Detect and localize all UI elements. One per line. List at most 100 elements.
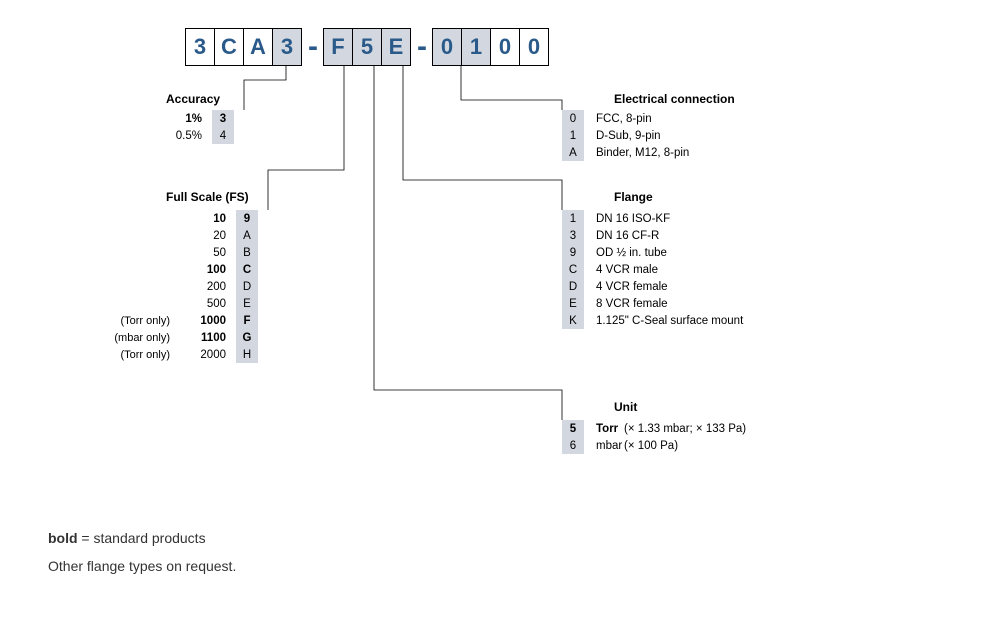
unit-extra: (× 1.33 mbar; × 133 Pa) xyxy=(624,423,746,435)
flange-code: K xyxy=(562,312,584,329)
accuracy-label: 1% xyxy=(166,113,212,125)
unit-rows: 5 Torr (× 1.33 mbar; × 133 Pa) 6 mbar (×… xyxy=(562,420,746,454)
fullscale-row: 500 E xyxy=(96,295,258,312)
fullscale-code: 9 xyxy=(236,210,258,227)
fullscale-title: Full Scale (FS) xyxy=(166,190,249,204)
flange-rows: 1 DN 16 ISO-KF 3 DN 16 CF-R 9 OD ½ in. t… xyxy=(562,210,743,329)
fullscale-code: H xyxy=(236,346,258,363)
fullscale-label: 1000 xyxy=(176,315,236,327)
fullscale-code: C xyxy=(236,261,258,278)
pc-char-4: F xyxy=(323,28,353,66)
fullscale-label: 1100 xyxy=(176,332,236,344)
electrical-rows: 0 FCC, 8-pin 1 D-Sub, 9-pin A Binder, M1… xyxy=(562,110,689,161)
accuracy-code: 3 xyxy=(212,110,234,127)
footnote-bold-prefix: bold xyxy=(48,530,78,546)
flange-code: C xyxy=(562,261,584,278)
partcode-row: 3 C A 3 - F 5 E - 0 1 0 0 xyxy=(186,28,549,66)
pc-char-2: A xyxy=(243,28,273,66)
footnote-bold: bold = standard products xyxy=(48,530,206,546)
pc-char-5: 5 xyxy=(352,28,382,66)
electrical-desc: FCC, 8-pin xyxy=(584,113,652,125)
electrical-row: A Binder, M12, 8-pin xyxy=(562,144,689,161)
accuracy-label: 0.5% xyxy=(166,130,212,142)
fullscale-code: B xyxy=(236,244,258,261)
fullscale-rows: 10 9 20 A 50 B 100 C 200 D 500 E (Torr o… xyxy=(96,210,258,363)
unit-row: 5 Torr (× 1.33 mbar; × 133 Pa) xyxy=(562,420,746,437)
fullscale-qual: (Torr only) xyxy=(96,349,176,361)
pc-char-6: E xyxy=(381,28,411,66)
flange-row: D 4 VCR female xyxy=(562,278,743,295)
fullscale-label: 100 xyxy=(176,264,236,276)
fullscale-code: A xyxy=(236,227,258,244)
connector-electrical xyxy=(461,66,562,110)
pc-char-8: 1 xyxy=(461,28,491,66)
connector-fullscale xyxy=(268,66,344,210)
flange-row: C 4 VCR male xyxy=(562,261,743,278)
flange-desc: DN 16 CF-R xyxy=(584,230,659,242)
accuracy-rows: 1% 3 0.5% 4 xyxy=(166,110,234,144)
fullscale-row: (Torr only) 1000 F xyxy=(96,312,258,329)
flange-code: 9 xyxy=(562,244,584,261)
pc-char-1: C xyxy=(214,28,244,66)
fullscale-row: (Torr only) 2000 H xyxy=(96,346,258,363)
pc-dash-1: - xyxy=(411,30,433,64)
flange-desc: 4 VCR male xyxy=(584,264,658,276)
flange-code: 3 xyxy=(562,227,584,244)
accuracy-row: 0.5% 4 xyxy=(166,127,234,144)
accuracy-code: 4 xyxy=(212,127,234,144)
electrical-code: A xyxy=(562,144,584,161)
fullscale-label: 500 xyxy=(176,298,236,310)
unit-desc: mbar xyxy=(584,440,624,452)
connector-unit xyxy=(374,66,562,420)
fullscale-row: 50 B xyxy=(96,244,258,261)
flange-row: 9 OD ½ in. tube xyxy=(562,244,743,261)
unit-title: Unit xyxy=(614,400,637,414)
flange-code: D xyxy=(562,278,584,295)
fullscale-qual: (Torr only) xyxy=(96,315,176,327)
fullscale-row: 10 9 xyxy=(96,210,258,227)
electrical-desc: D-Sub, 9-pin xyxy=(584,130,661,142)
electrical-code: 1 xyxy=(562,127,584,144)
flange-desc: DN 16 ISO-KF xyxy=(584,213,670,225)
electrical-row: 1 D-Sub, 9-pin xyxy=(562,127,689,144)
footnote-other: Other flange types on request. xyxy=(48,558,236,574)
fullscale-row: 100 C xyxy=(96,261,258,278)
flange-desc: 8 VCR female xyxy=(584,298,668,310)
flange-desc: OD ½ in. tube xyxy=(584,247,667,259)
electrical-code: 0 xyxy=(562,110,584,127)
unit-code: 5 xyxy=(562,420,584,437)
flange-row: 1 DN 16 ISO-KF xyxy=(562,210,743,227)
fullscale-code: E xyxy=(236,295,258,312)
electrical-row: 0 FCC, 8-pin xyxy=(562,110,689,127)
electrical-desc: Binder, M12, 8-pin xyxy=(584,147,689,159)
flange-desc: 1.125" C-Seal surface mount xyxy=(584,315,743,327)
unit-row: 6 mbar (× 100 Pa) xyxy=(562,437,746,454)
flange-row: E 8 VCR female xyxy=(562,295,743,312)
fullscale-label: 10 xyxy=(176,213,236,225)
fullscale-qual: (mbar only) xyxy=(96,332,176,344)
flange-row: 3 DN 16 CF-R xyxy=(562,227,743,244)
connector-accuracy xyxy=(244,66,286,110)
unit-desc: Torr xyxy=(584,423,624,435)
fullscale-code: F xyxy=(236,312,258,329)
fullscale-row: (mbar only) 1100 G xyxy=(96,329,258,346)
flange-title: Flange xyxy=(614,190,653,204)
flange-desc: 4 VCR female xyxy=(584,281,668,293)
unit-extra: (× 100 Pa) xyxy=(624,440,678,452)
fullscale-label: 2000 xyxy=(176,349,236,361)
connector-flange xyxy=(403,66,562,210)
electrical-title: Electrical connection xyxy=(614,92,735,106)
fullscale-row: 200 D xyxy=(96,278,258,295)
flange-row: K 1.125" C-Seal surface mount xyxy=(562,312,743,329)
pc-dash-0: - xyxy=(302,30,324,64)
fullscale-label: 20 xyxy=(176,230,236,242)
flange-code: 1 xyxy=(562,210,584,227)
fullscale-row: 20 A xyxy=(96,227,258,244)
pc-char-9: 0 xyxy=(490,28,520,66)
pc-char-0: 3 xyxy=(185,28,215,66)
flange-code: E xyxy=(562,295,584,312)
pc-char-10: 0 xyxy=(519,28,549,66)
fullscale-label: 200 xyxy=(176,281,236,293)
accuracy-title: Accuracy xyxy=(166,92,220,106)
fullscale-code: G xyxy=(236,329,258,346)
